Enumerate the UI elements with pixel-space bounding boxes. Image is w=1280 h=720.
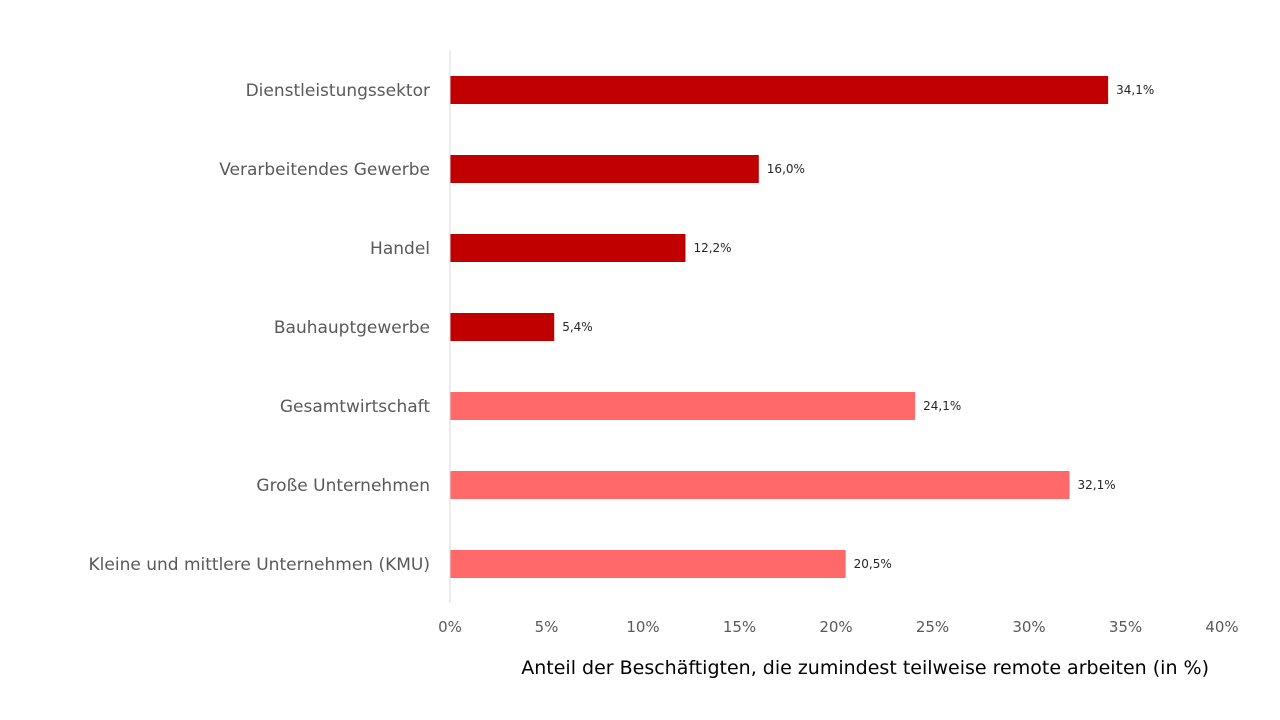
data-label: 5,4% — [562, 320, 593, 334]
x-tick-label: 35% — [1109, 618, 1142, 636]
x-tick-label: 30% — [1012, 618, 1045, 636]
data-label: 24,1% — [923, 399, 961, 413]
category-label: Kleine und mittlere Unternehmen (KMU) — [89, 555, 430, 575]
x-tick-label: 25% — [916, 618, 949, 636]
category-label: Große Unternehmen — [256, 476, 430, 496]
x-tick-label: 10% — [626, 618, 659, 636]
category-label: Bauhauptgewerbe — [274, 318, 430, 338]
bar — [450, 155, 759, 183]
bar — [450, 76, 1109, 104]
data-label: 20,5% — [854, 557, 892, 571]
bars-layer: Dienstleistungssektor 34,1% Verarbeitendes… — [89, 76, 1154, 578]
x-axis-title: Anteil der Beschäftigten, die zumindest … — [521, 657, 1209, 679]
bar — [450, 392, 916, 420]
category-label: Handel — [370, 239, 430, 259]
category-label: Dienstleistungssektor — [246, 81, 430, 101]
category-label: Verarbeitendes Gewerbe — [219, 160, 430, 180]
x-tick-label: 20% — [819, 618, 852, 636]
x-axis-ticks: 0% 5% 10% 15% 20% 25% 30% 35% 40% — [438, 618, 1239, 636]
x-tick-label: 40% — [1205, 618, 1238, 636]
bar — [450, 313, 555, 341]
x-tick-label: 0% — [438, 618, 462, 636]
bar — [450, 550, 846, 578]
x-tick-label: 15% — [723, 618, 756, 636]
bar — [450, 471, 1070, 499]
data-label: 12,2% — [693, 241, 731, 255]
bar — [450, 234, 686, 262]
data-label: 32,1% — [1078, 478, 1116, 492]
data-label: 16,0% — [767, 162, 805, 176]
data-label: 34,1% — [1116, 83, 1154, 97]
x-tick-label: 5% — [535, 618, 559, 636]
category-label: Gesamtwirtschaft — [280, 397, 430, 417]
